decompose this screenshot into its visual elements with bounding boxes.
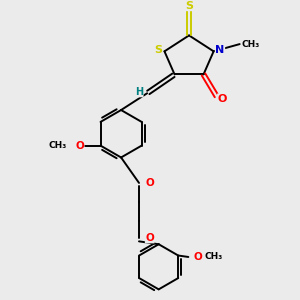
Text: CH₃: CH₃ [242,40,260,49]
Text: S: S [185,1,193,10]
Text: O: O [194,252,202,262]
Text: H: H [135,87,143,97]
Text: O: O [146,233,154,243]
Text: O: O [218,94,227,104]
Text: CH₃: CH₃ [204,253,223,262]
Text: CH₃: CH₃ [49,141,67,150]
Text: N: N [215,45,225,55]
Text: O: O [146,178,154,188]
Text: S: S [154,45,162,55]
Text: O: O [75,141,84,151]
